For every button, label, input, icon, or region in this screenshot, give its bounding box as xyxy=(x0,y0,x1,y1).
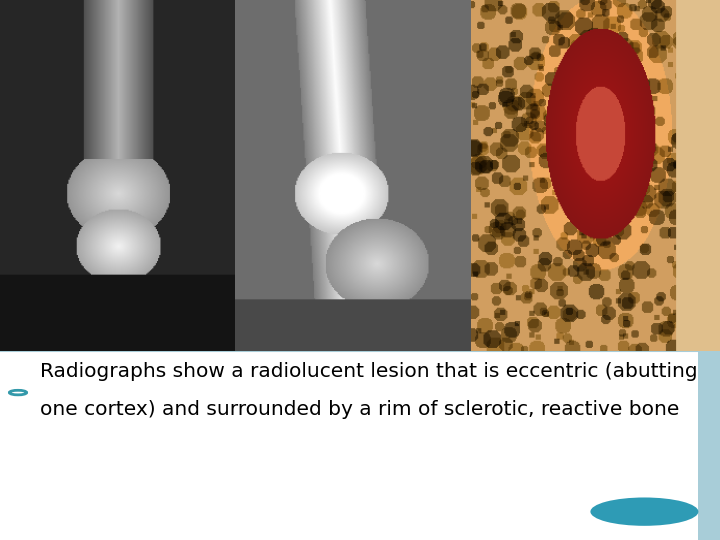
Bar xyxy=(698,351,720,540)
Text: one cortex) and surrounded by a rim of sclerotic, reactive bone: one cortex) and surrounded by a rim of s… xyxy=(40,400,679,419)
Circle shape xyxy=(590,497,698,526)
Text: Radiographs show a radiolucent lesion that is eccentric (abutting: Radiographs show a radiolucent lesion th… xyxy=(40,362,697,381)
